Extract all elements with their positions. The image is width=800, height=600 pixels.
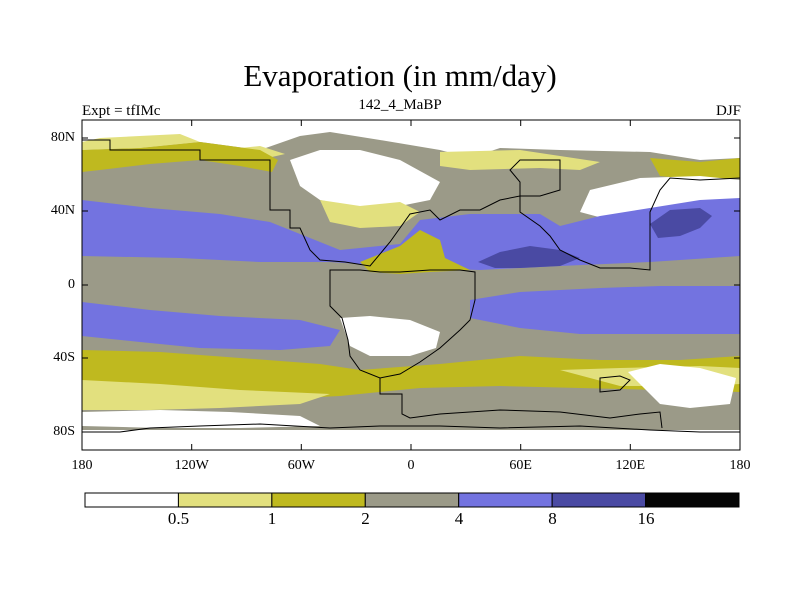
- coastline-south-america: [379, 378, 663, 429]
- lat-label-40s: 40S: [53, 350, 75, 365]
- colorbar-box-2: [271, 492, 366, 508]
- lon-label-120e: 120E: [615, 458, 646, 473]
- season-label: DJF: [715, 103, 741, 119]
- coastline-antarctic: [82, 423, 740, 433]
- lon-label-180w: 180: [71, 458, 93, 473]
- colorbar-boxes: [84, 492, 740, 508]
- coastline-australia: [599, 375, 631, 393]
- lat-ticks: [82, 137, 740, 433]
- colorbar-label-16: 16: [637, 509, 655, 528]
- coastline-africa: [329, 269, 476, 379]
- colorbar-box-3: [364, 492, 460, 508]
- lat-label-0: 0: [68, 277, 75, 292]
- fill-safr-white: [340, 316, 440, 356]
- fill-arctic-lightyellow: [82, 134, 600, 170]
- colorbar-box-0: [84, 492, 179, 508]
- colorbar-label-1: 1: [267, 509, 277, 528]
- time-period-label: 142_4_MaBP: [358, 97, 442, 113]
- colorbar-box-4: [458, 492, 553, 508]
- lon-ticks: [191, 120, 631, 450]
- coastline-north: [82, 139, 741, 271]
- lat-label-80n: 80N: [50, 130, 75, 145]
- map-title: Evaporation (in mm/day): [243, 58, 557, 93]
- fill-antarctic-white: [82, 430, 740, 450]
- lon-label-0: 0: [407, 458, 415, 473]
- fill-africa-olive: [360, 230, 470, 274]
- fill-north-olive: [82, 142, 740, 180]
- fill-n-blue: [82, 198, 740, 270]
- map-fill-layers: [82, 120, 740, 450]
- fill-s-lightyellow: [82, 366, 740, 410]
- fill-indian-darkblue: [478, 246, 580, 268]
- lat-label-40n: 40N: [50, 203, 75, 218]
- lon-label-60e: 60E: [509, 458, 532, 473]
- fill-s-blue: [82, 286, 740, 350]
- lat-label-80s: 80S: [53, 424, 75, 439]
- lon-label-120w: 120W: [174, 458, 209, 473]
- fill-s-olive: [82, 350, 740, 400]
- fill-npac-white: [580, 176, 740, 220]
- colorbar-label-4: 4: [454, 509, 464, 528]
- colorbar-box-6: [645, 492, 740, 508]
- colorbar-label-8: 8: [548, 509, 557, 528]
- fill-nwpac-darkblue: [650, 208, 712, 238]
- colorbar-box-5: [551, 492, 647, 508]
- colorbar-label-2: 2: [361, 509, 370, 528]
- fill-s-white: [82, 364, 736, 428]
- colorbar-box-1: [177, 492, 273, 508]
- fill-arctic-white: [82, 120, 740, 160]
- experiment-label: Expt = tfIMc: [82, 103, 161, 119]
- coastlines: [82, 139, 741, 433]
- lon-label-60w: 60W: [287, 458, 315, 473]
- fill-natl-white: [290, 150, 440, 208]
- lon-label-180e: 180: [729, 458, 751, 473]
- colorbar-label-0-5: 0.5: [167, 509, 190, 528]
